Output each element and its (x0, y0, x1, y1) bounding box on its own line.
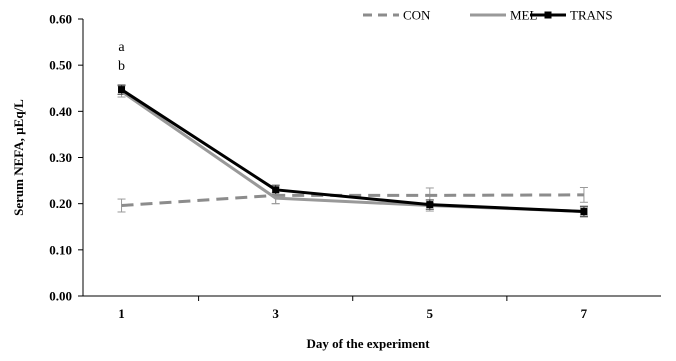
series-line-mel (120, 90, 584, 214)
y-tick-label: 0.60 (49, 12, 72, 27)
annotations: ab (118, 40, 125, 74)
x-tick-label: 5 (427, 306, 434, 321)
x-tick-label: 3 (272, 306, 279, 321)
legend-marker-trans (544, 11, 552, 19)
series-line-trans (120, 88, 585, 214)
significance-letter: a (118, 40, 125, 55)
x-tick-label: 7 (581, 306, 588, 321)
axes: 0.00 0.10 0.20 0.30 0.40 0.50 0.60 1 3 5 7 Day of t… (11, 12, 661, 351)
y-tick-label: 0.10 (49, 242, 72, 257)
data-point-trans (426, 201, 434, 209)
data-point-trans (272, 186, 280, 194)
legend-label-con: CON (403, 8, 431, 23)
x-axis-title: Day of the experiment (306, 336, 430, 351)
y-axis-title: Serum NEFA, µEq/L (11, 99, 26, 216)
x-tick-label: 1 (118, 306, 125, 321)
y-tick-label: 0.20 (49, 196, 72, 211)
y-tick-label: 0.50 (49, 58, 72, 73)
legend-label-trans: TRANS (570, 8, 613, 23)
y-tick-label: 0.40 (49, 104, 72, 119)
legend: CON MEL TRANS (363, 8, 613, 23)
series-markers (118, 86, 588, 216)
series-lines (120, 88, 585, 214)
legend-label-mel: MEL (510, 8, 538, 23)
y-tick-label: 0.00 (49, 289, 72, 304)
data-point-trans (580, 208, 588, 216)
series-line-con (121, 193, 584, 208)
y-tick-label: 0.30 (49, 150, 72, 165)
data-point-trans (118, 86, 126, 94)
significance-letter: b (118, 59, 125, 74)
